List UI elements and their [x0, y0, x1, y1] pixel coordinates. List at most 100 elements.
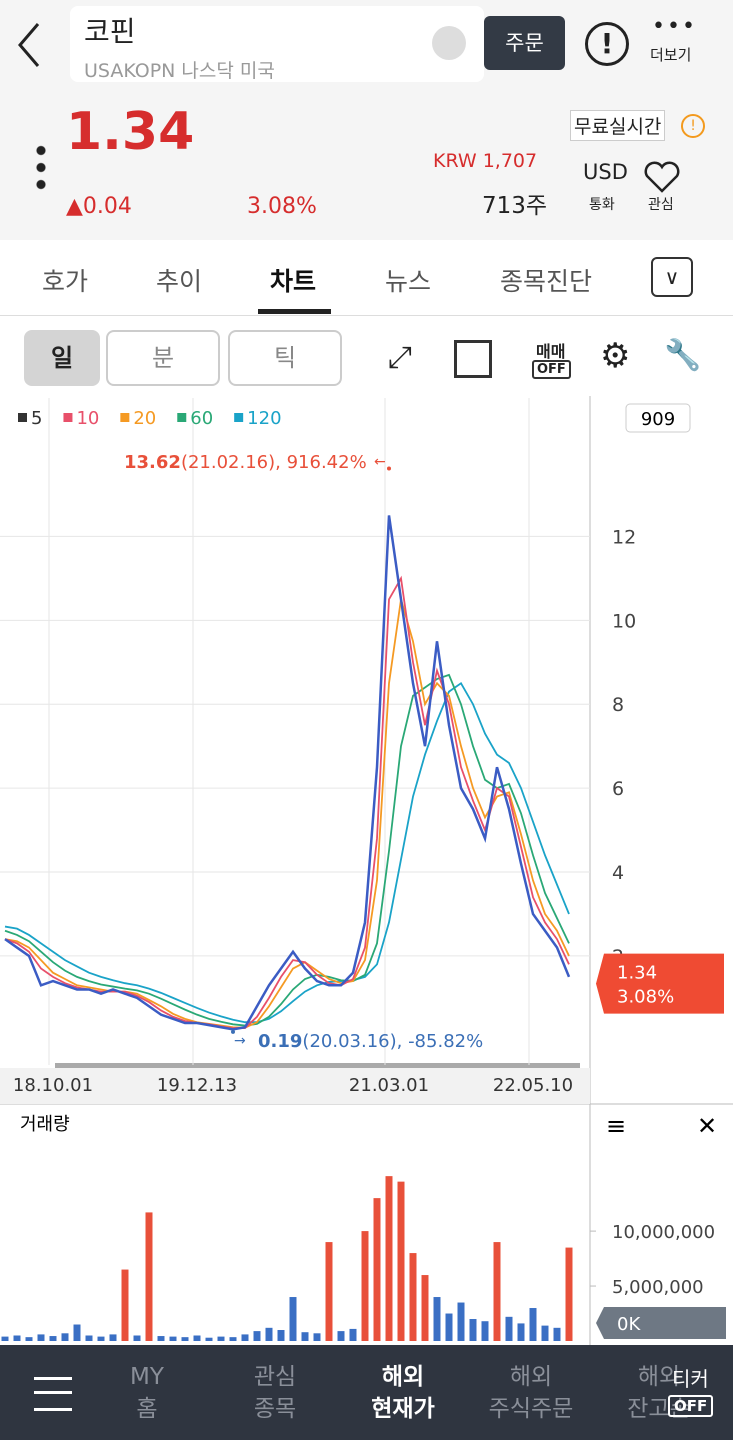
period-button[interactable]: 분: [106, 330, 220, 386]
legend-label: 20: [133, 408, 156, 429]
x-tick-label: 19.12.13: [157, 1075, 237, 1096]
back-button[interactable]: [14, 20, 44, 70]
volume-bar: [121, 1269, 129, 1341]
volume-bar: [529, 1308, 537, 1341]
alert-icon[interactable]: !: [681, 114, 705, 138]
nav-label: 종목: [253, 1396, 297, 1422]
y-tick-label: 4: [612, 862, 624, 884]
volume-bar: [169, 1336, 177, 1341]
y-tick-label: 10: [612, 610, 636, 632]
nav-item[interactable]: 해외 잔고손: [614, 1361, 704, 1425]
volume-bar: [265, 1327, 273, 1341]
tab[interactable]: 호가: [42, 267, 89, 296]
current-price-tag: [596, 953, 724, 1014]
legend-swatch: [63, 413, 73, 422]
volume-title: 거래량: [20, 1114, 70, 1135]
tab[interactable]: 종목진단: [500, 267, 593, 296]
heart-icon[interactable]: [643, 160, 681, 194]
change-value: 0.04: [82, 194, 132, 219]
tools-icon[interactable]: 🔧: [664, 338, 702, 373]
volume-bar: [49, 1336, 57, 1341]
settings-icon[interactable]: ⚙: [600, 336, 631, 376]
box-label: 909: [641, 409, 675, 430]
volume-bar: [301, 1332, 309, 1341]
volume-bar: [361, 1231, 369, 1341]
tab[interactable]: 추이: [156, 267, 203, 296]
annotation-value: 13.62: [124, 452, 181, 473]
volume-bar: [541, 1325, 549, 1341]
nav-item[interactable]: 해외 현재가: [358, 1361, 448, 1425]
volume-bar: [397, 1181, 405, 1341]
more-icon[interactable]: •••: [652, 14, 697, 39]
legend-swatch: [177, 413, 187, 422]
info-icon[interactable]: !: [585, 22, 629, 66]
volume-bar: [109, 1334, 117, 1341]
volume-bar: [97, 1336, 105, 1341]
tab-expand[interactable]: ∨: [651, 257, 693, 297]
price-line: [4, 681, 570, 1024]
x-tick-label: 22.05.10: [493, 1075, 573, 1096]
volume-bar: [229, 1337, 237, 1341]
nav-item[interactable]: MY 홈: [102, 1361, 192, 1425]
ticker-toggle[interactable]: OFF: [668, 1395, 714, 1417]
layout-icon[interactable]: [454, 340, 492, 378]
header: 코핀 USAKOPN 나스닥 미국 주문 ! ••• 더보기 1.34 ▲0.0…: [0, 0, 733, 240]
volume-bar: [325, 1242, 333, 1341]
menu-dots[interactable]: [36, 142, 46, 194]
annotation: 13.62(21.02.16), 916.42%: [124, 452, 367, 473]
current-change: 3.08%: [617, 987, 674, 1008]
volume-menu: ≡: [606, 1112, 626, 1140]
krw-price: KRW 1,707: [433, 150, 538, 172]
volume-bar: [493, 1242, 501, 1341]
volume-bar: [25, 1337, 33, 1341]
order-button[interactable]: 주문: [484, 16, 565, 70]
nav-label: 관심: [253, 1364, 297, 1390]
change-pct: 3.08%: [247, 194, 317, 219]
fullscreen-icon[interactable]: ⤢: [388, 340, 412, 375]
menu-icon[interactable]: [34, 1377, 72, 1411]
volume-bar: [313, 1333, 321, 1341]
y-tick-label: 8: [612, 694, 624, 716]
price: 1.34: [66, 102, 195, 162]
legend-label: 120: [247, 408, 281, 429]
more-label: 더보기: [650, 46, 692, 64]
y-tick-label: 0K: [617, 1314, 641, 1335]
tab-active[interactable]: 차트: [270, 267, 317, 296]
volume-shares: 713주: [482, 193, 548, 219]
period-button[interactable]: 일: [24, 330, 100, 386]
legend-label: 60: [190, 408, 213, 429]
volume-bar: [37, 1334, 45, 1341]
legend-label: 5: [31, 408, 42, 429]
volume-bar: [61, 1333, 69, 1341]
nav-label: 해외: [637, 1364, 681, 1390]
volume-bar: [205, 1337, 213, 1341]
period-button[interactable]: 틱: [228, 330, 342, 386]
legend-swatch: [120, 413, 130, 422]
legend-label: 10: [76, 408, 99, 429]
nav-item[interactable]: 해외 주식주문: [486, 1361, 576, 1425]
volume-close: ✕: [697, 1112, 717, 1140]
ticker-label[interactable]: 티커: [672, 1367, 709, 1391]
volume-bar: [289, 1297, 297, 1341]
y-tick-label: 5,000,000: [612, 1277, 704, 1298]
trade-toggle[interactable]: OFF: [532, 360, 571, 379]
annotation-arrow: ←: [374, 454, 386, 470]
tab[interactable]: 뉴스: [385, 267, 432, 296]
search-box[interactable]: 코핀 USAKOPN 나스닥 미국: [70, 6, 484, 82]
annotation-point: [231, 1029, 235, 1034]
dropdown[interactable]: [432, 26, 466, 60]
currency: USD: [583, 160, 628, 184]
stock-name: 코핀: [84, 15, 136, 48]
volume-bar: [433, 1297, 441, 1341]
y-tick-label: 6: [612, 778, 624, 800]
volume-bar: [469, 1319, 477, 1341]
volume-bar: [481, 1321, 489, 1341]
annotation-text: (20.03.16), -85.82%: [302, 1031, 483, 1052]
volume-bar: [145, 1212, 153, 1341]
annotation-text: (21.02.16), 916.42%: [181, 452, 367, 473]
annotation-point: [387, 466, 391, 471]
volume-bar: [421, 1275, 429, 1341]
nav-label: 주식주문: [488, 1396, 574, 1422]
